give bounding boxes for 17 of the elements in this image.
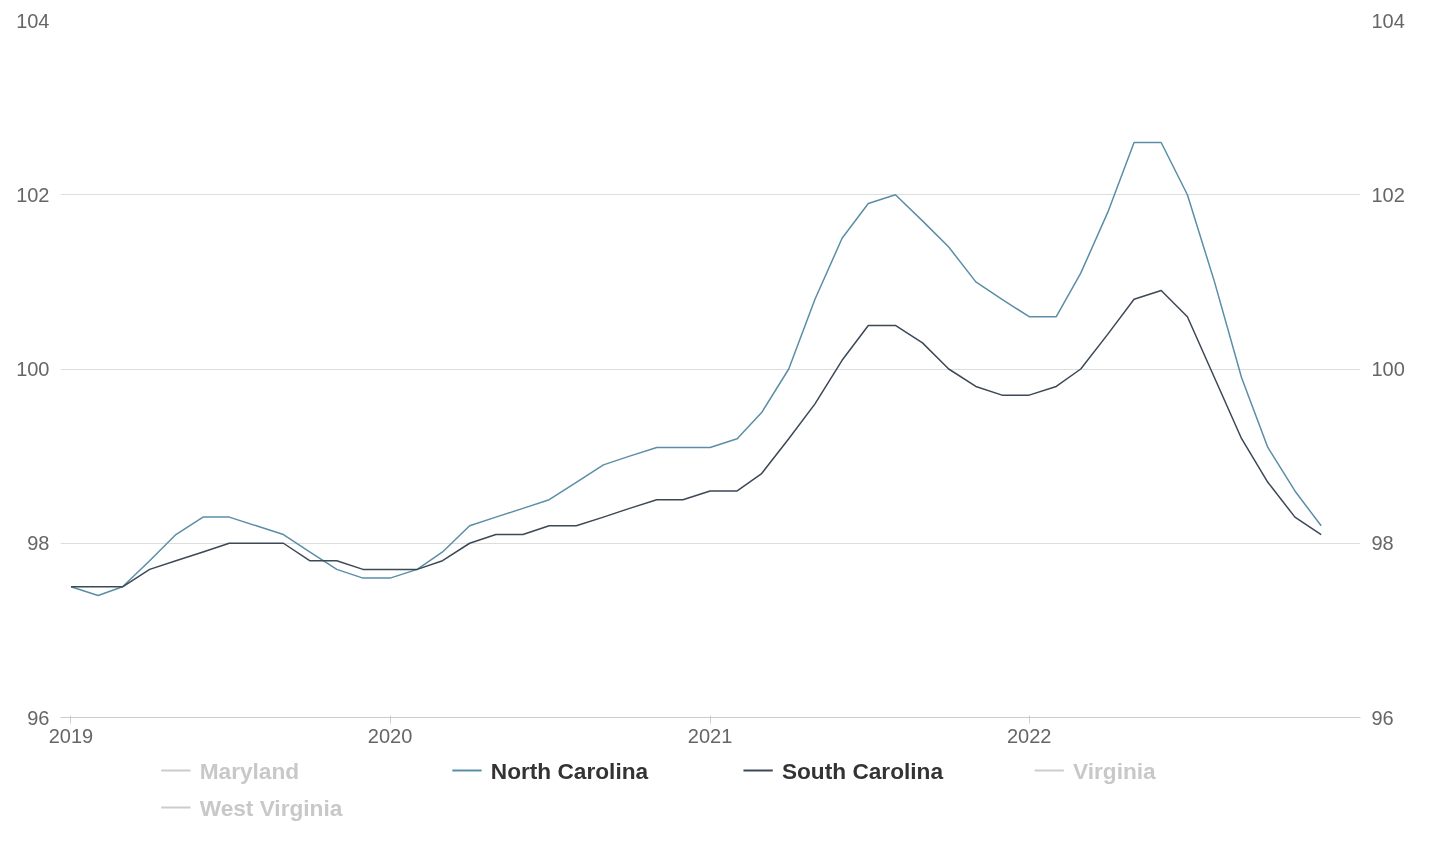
y2-tick-label: 96 [1371, 706, 1394, 729]
line-series [70, 289, 1322, 588]
y-tick-label: 100 [16, 358, 50, 380]
y2-tick-label: 102 [1371, 183, 1405, 206]
y2-tick-label: 98 [1371, 532, 1394, 555]
y2-tick-label: 104 [1371, 9, 1405, 32]
x-tick-label: 2021 [687, 724, 733, 747]
x-tick-label: 2022 [1006, 724, 1052, 747]
y-tick-label: 102 [16, 183, 50, 206]
y-tick-label: 104 [16, 9, 50, 32]
x-tick-label: 2020 [367, 724, 413, 747]
y-tick-label: 96 [27, 706, 50, 729]
legend-label: North Carolina [490, 757, 649, 784]
y2-tick-label: 100 [1371, 358, 1405, 380]
x-tick-label: 2019 [48, 724, 94, 747]
legend-label: South Carolina [781, 757, 944, 784]
y-tick-label: 98 [27, 532, 50, 555]
